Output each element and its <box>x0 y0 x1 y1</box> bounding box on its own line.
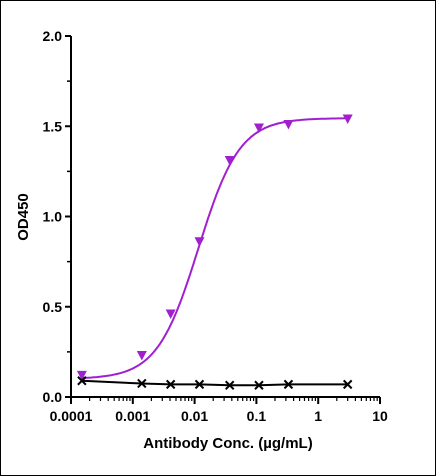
x-tick-label: 1 <box>314 408 322 424</box>
axes: 0.0 0.5 1.0 1.5 2.0 0.0001 0.001 0.01 0.1 1 10 <box>43 28 388 424</box>
series-1-point <box>283 119 294 130</box>
y-tick-label: 1.5 <box>43 118 63 134</box>
series-2-point <box>225 380 235 390</box>
series-2-point <box>165 379 176 390</box>
x-tick-label: 0.0001 <box>50 408 93 424</box>
series-1-fit-line <box>81 117 348 379</box>
x-tick-label: 0.1 <box>247 408 267 424</box>
series-1-point <box>136 350 147 361</box>
x-marker <box>194 379 205 390</box>
y-tick-label: 0.5 <box>43 299 63 315</box>
x-tick-label: 10 <box>372 408 388 424</box>
series-1-point <box>342 114 353 125</box>
x-marker <box>77 376 87 386</box>
series-1-point <box>253 123 264 134</box>
series-2-point <box>137 378 147 389</box>
x-marker <box>254 380 264 390</box>
series-2-point <box>77 376 87 386</box>
series-1-point <box>224 156 235 166</box>
y-tick-label: 0.0 <box>43 389 63 405</box>
series-2-point <box>194 379 205 390</box>
y-axis-title: OD450 <box>15 193 32 241</box>
series-2-point <box>342 379 353 390</box>
x-axis-title: Antibody Conc. (µg/mL) <box>143 435 312 452</box>
series-1-point <box>194 237 205 247</box>
data-points <box>76 114 353 390</box>
series-1-point <box>165 309 176 319</box>
series-2-point <box>283 379 294 390</box>
x-marker <box>137 378 147 389</box>
fit-curves <box>81 117 348 387</box>
series-1-point <box>76 370 87 381</box>
series-2-point <box>254 380 264 390</box>
series-2-fit-line <box>81 379 348 387</box>
y-tick-label: 2.0 <box>43 28 63 44</box>
x-tick-label: 0.01 <box>181 408 208 424</box>
y-tick-label: 1.0 <box>43 209 63 225</box>
x-marker <box>165 379 176 390</box>
x-tick-label: 0.001 <box>115 408 150 424</box>
x-marker <box>283 379 294 390</box>
x-marker <box>342 379 353 390</box>
x-marker <box>225 380 235 390</box>
